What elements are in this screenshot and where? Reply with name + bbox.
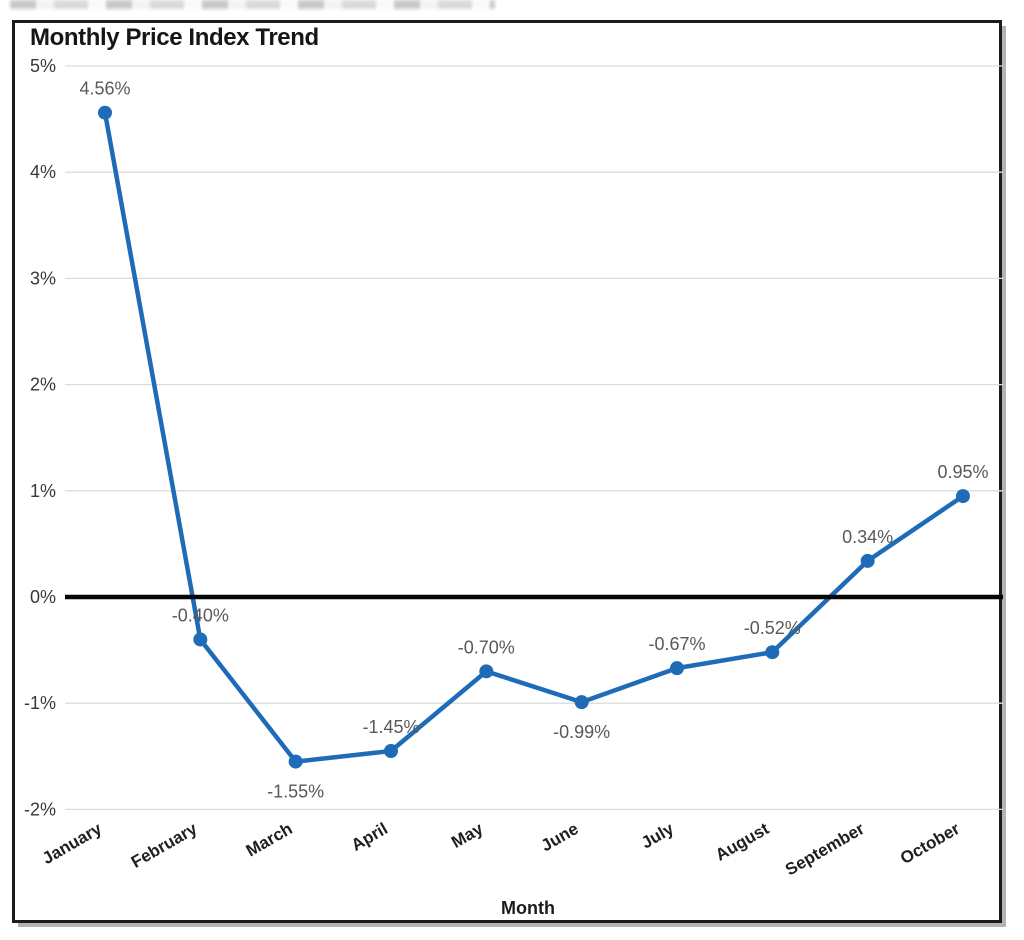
data-label-May: -0.70% xyxy=(458,637,515,657)
x-tick-label-August: August xyxy=(712,819,772,865)
y-tick-label-4%: 4% xyxy=(30,162,56,182)
chart-frame xyxy=(12,20,1002,923)
data-point-March[interactable] xyxy=(288,754,303,769)
data-label-March: -1.55% xyxy=(267,782,324,802)
x-tick-label-October: October xyxy=(897,819,963,868)
x-tick-label-April: April xyxy=(348,819,391,855)
data-point-July[interactable] xyxy=(669,661,684,676)
data-label-July: -0.67% xyxy=(648,634,705,654)
data-label-February: -0.40% xyxy=(172,605,229,625)
y-tick-label-2%: 2% xyxy=(30,375,56,395)
x-tick-label-September: September xyxy=(782,819,868,880)
x-tick-label-June: June xyxy=(538,819,582,855)
data-point-April[interactable] xyxy=(383,743,398,758)
data-label-October: 0.95% xyxy=(937,462,988,482)
data-label-April: -1.45% xyxy=(362,717,419,737)
y-tick-label--2%: -2% xyxy=(24,799,56,819)
y-tick-label-5%: 5% xyxy=(30,56,56,76)
y-tick-label-1%: 1% xyxy=(30,481,56,501)
y-tick-label-3%: 3% xyxy=(30,268,56,288)
x-axis-title: Month xyxy=(501,898,555,918)
data-point-September[interactable] xyxy=(860,553,875,568)
data-point-May[interactable] xyxy=(479,664,494,679)
data-point-January[interactable] xyxy=(98,105,112,120)
x-tick-label-May: May xyxy=(448,819,487,852)
data-label-August: -0.52% xyxy=(744,618,801,638)
chart-title: Monthly Price Index Trend xyxy=(30,24,319,51)
x-tick-label-March: March xyxy=(243,819,296,860)
data-point-August[interactable] xyxy=(765,645,780,660)
x-tick-label-February: February xyxy=(128,819,201,872)
data-label-June: -0.99% xyxy=(553,722,610,742)
y-tick-label-0%: 0% xyxy=(30,587,56,607)
data-point-February[interactable] xyxy=(193,632,208,647)
trend-line xyxy=(102,110,966,764)
cropped-content-artifact xyxy=(10,0,495,9)
data-label-September: 0.34% xyxy=(842,527,893,547)
data-point-June[interactable] xyxy=(574,695,589,710)
data-point-October[interactable] xyxy=(955,489,970,504)
x-tick-label-January: January xyxy=(39,819,105,868)
x-tick-label-July: July xyxy=(638,819,677,853)
data-label-January: 4.56% xyxy=(79,79,130,99)
y-tick-label--1%: -1% xyxy=(24,693,56,713)
